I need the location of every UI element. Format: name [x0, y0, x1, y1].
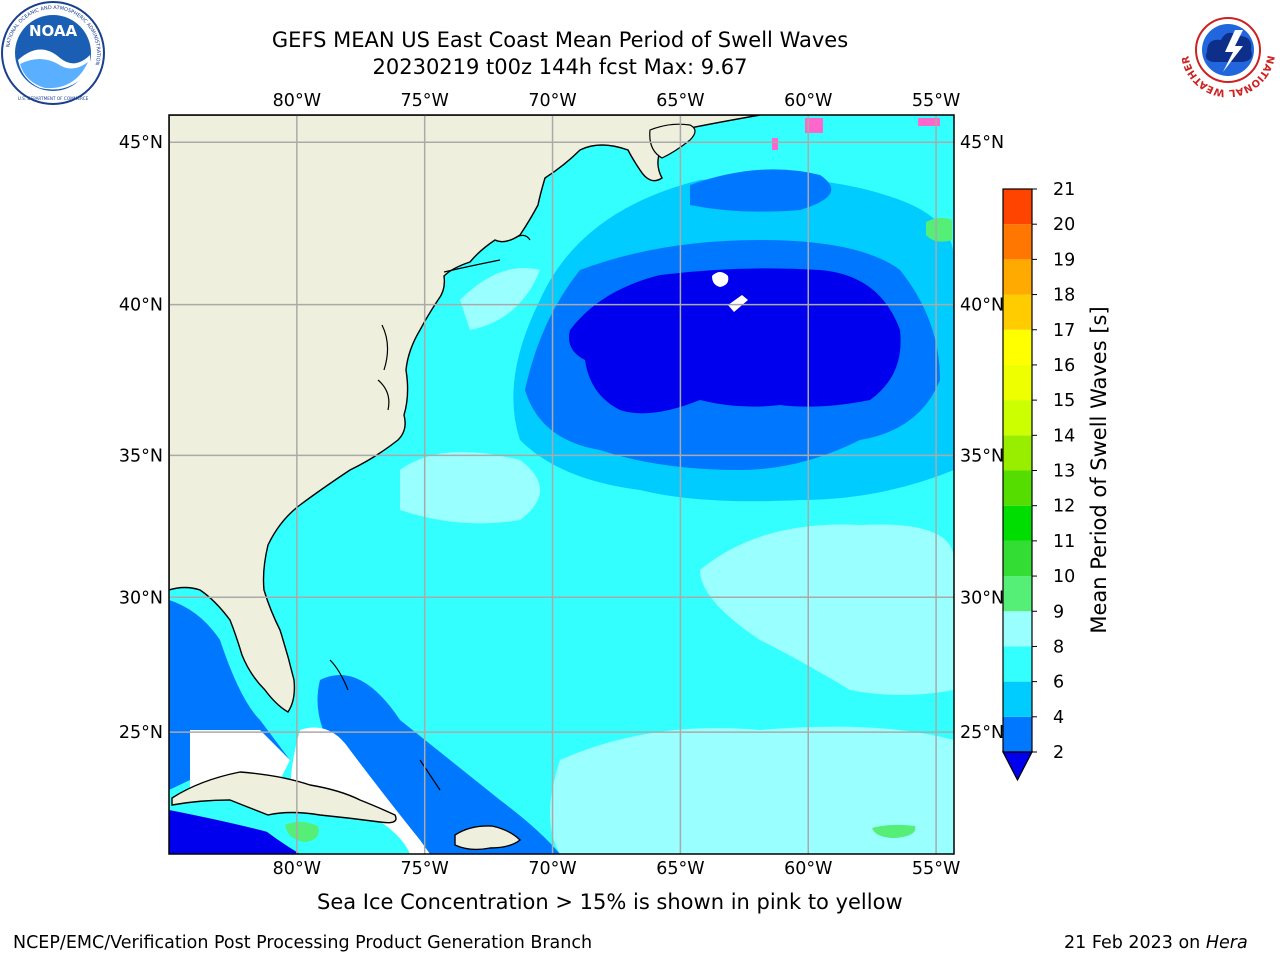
- coast-detail: [329, 234, 531, 791]
- colorbar-segment: [1003, 364, 1032, 401]
- contour-bahamas-low: [317, 675, 560, 854]
- map-plot-area: [169, 115, 954, 854]
- contour-below-2: [569, 268, 901, 414]
- footer-right: 21 Feb 2023 on Hera: [1064, 933, 1248, 953]
- colorbar-segment: [1003, 189, 1032, 225]
- colorbar: 2 4 6 8 9 10 11 12 13 14 15 16 17 18 19 20 21: [1002, 180, 1075, 782]
- land-nova-scotia: [649, 123, 696, 159]
- colorbar-tick-label: 15: [1053, 391, 1075, 411]
- map-title: GEFS MEAN US East Coast Mean Period of S…: [271, 28, 849, 52]
- lon-label: 80°W: [273, 859, 321, 879]
- colorbar-tick-label: 8: [1053, 637, 1064, 657]
- colorbar-tick-label: 20: [1053, 215, 1075, 235]
- contour-8-9-south: [550, 726, 954, 854]
- colorbar-segment: [1003, 611, 1032, 647]
- colorbar-tick-label: 10: [1053, 567, 1075, 587]
- lon-labels-top: 80°W 75°W 70°W 65°W 60°W 55°W: [273, 91, 961, 111]
- colorbar-segment: [1003, 329, 1032, 365]
- colorbar-tick-label: 16: [1053, 356, 1075, 376]
- colorbar-tick-label: 6: [1053, 673, 1064, 693]
- lat-label: 30°N: [960, 588, 1004, 608]
- contour-8-9-central: [400, 452, 540, 524]
- colorbar-tick-label: 12: [1053, 497, 1075, 517]
- lat-labels-left: 45°N 40°N 35°N 30°N 25°N: [119, 133, 163, 743]
- map-frame: [168, 114, 955, 855]
- colorbar-tick-label: 21: [1053, 180, 1075, 200]
- lat-label: 40°N: [119, 296, 163, 316]
- footer-left: NCEP/EMC/Verification Post Processing Pr…: [13, 933, 593, 953]
- colorbar-tick-label: 18: [1053, 286, 1075, 306]
- lat-label: 35°N: [960, 446, 1004, 466]
- lat-label: 40°N: [960, 296, 1004, 316]
- colorbar-segment: [1003, 716, 1032, 752]
- lat-label: 30°N: [119, 588, 163, 608]
- colorbar-segment: [1003, 294, 1032, 330]
- colorbar-segment: [1003, 400, 1032, 436]
- lon-labels-bottom: 80°W 75°W 70°W 65°W 60°W 55°W: [273, 859, 961, 879]
- colorbar-tick-label: 17: [1053, 321, 1075, 341]
- lon-label: 65°W: [656, 859, 704, 879]
- colorbar-segment: [1003, 646, 1032, 682]
- nws-logo-icon: NATIONAL WEATHER SERVICE: [1177, 0, 1276, 98]
- footer-date: 21 Feb 2023 on: [1064, 933, 1206, 953]
- colorbar-tick-label: 4: [1053, 708, 1064, 728]
- colorbar-under-arrow: [1002, 751, 1033, 782]
- colorbar-tick-label: 9: [1053, 602, 1064, 622]
- colorbar-segment: [1003, 470, 1032, 506]
- land-cuba: [171, 771, 397, 824]
- lon-label: 55°W: [912, 859, 960, 879]
- ice-free-spot: [712, 272, 748, 312]
- lon-label: 65°W: [656, 91, 704, 111]
- lat-label: 45°N: [960, 133, 1004, 153]
- colorbar-segment: [1003, 224, 1032, 260]
- lon-label: 70°W: [528, 859, 576, 879]
- noaa-bottom-text: U.S. DEPARTMENT OF COMMERCE: [18, 96, 89, 101]
- colorbar-tick-label: 19: [1053, 250, 1075, 270]
- sea-ice: [772, 118, 940, 150]
- map-subtitle: 20230219 t00z 144h fcst Max: 9.67: [372, 55, 748, 79]
- footer-host: Hera: [1205, 933, 1248, 953]
- map-grid: [169, 115, 954, 854]
- lon-label: 80°W: [273, 91, 321, 111]
- lon-label: 55°W: [912, 91, 960, 111]
- land-hispaniola: [454, 825, 522, 851]
- lon-label: 75°W: [401, 91, 449, 111]
- lat-label: 35°N: [119, 446, 163, 466]
- lat-label: 45°N: [119, 133, 163, 153]
- colorbar-tick-label: 2: [1053, 743, 1064, 763]
- contour-2-4-north: [690, 169, 832, 212]
- sea-ice-note: Sea Ice Concentration > 15% is shown in …: [317, 890, 903, 914]
- colorbar-segment: [1003, 505, 1032, 541]
- lon-label: 70°W: [528, 91, 576, 111]
- noaa-logo-text: NOAA: [29, 22, 78, 40]
- lon-label: 60°W: [784, 859, 832, 879]
- colorbar-segment: [1003, 576, 1032, 612]
- land-north-america: [169, 115, 761, 713]
- lon-label: 75°W: [401, 859, 449, 879]
- colorbar-tick-label: 13: [1053, 462, 1075, 482]
- lat-labels-right: 45°N 40°N 35°N 30°N 25°N: [960, 133, 1004, 743]
- lat-label: 25°N: [119, 723, 163, 743]
- noaa-logo-icon: NOAA NATIONAL OCEANIC AND ATMOSPHERIC AD…: [1, 1, 105, 105]
- contour-8-9-east: [700, 524, 954, 695]
- lon-label: 60°W: [784, 91, 832, 111]
- colorbar-label: Mean Period of Swell Waves [s]: [1087, 306, 1111, 633]
- lat-label: 25°N: [960, 723, 1004, 743]
- colorbar-segment: [1003, 259, 1032, 295]
- contour-8-9-north-coast: [460, 268, 540, 330]
- colorbar-tick-label: 14: [1053, 426, 1075, 446]
- colorbar-segment: [1003, 435, 1032, 471]
- colorbar-segment: [1003, 540, 1032, 577]
- colorbar-tick-label: 11: [1053, 532, 1075, 552]
- colorbar-segment: [1003, 681, 1032, 717]
